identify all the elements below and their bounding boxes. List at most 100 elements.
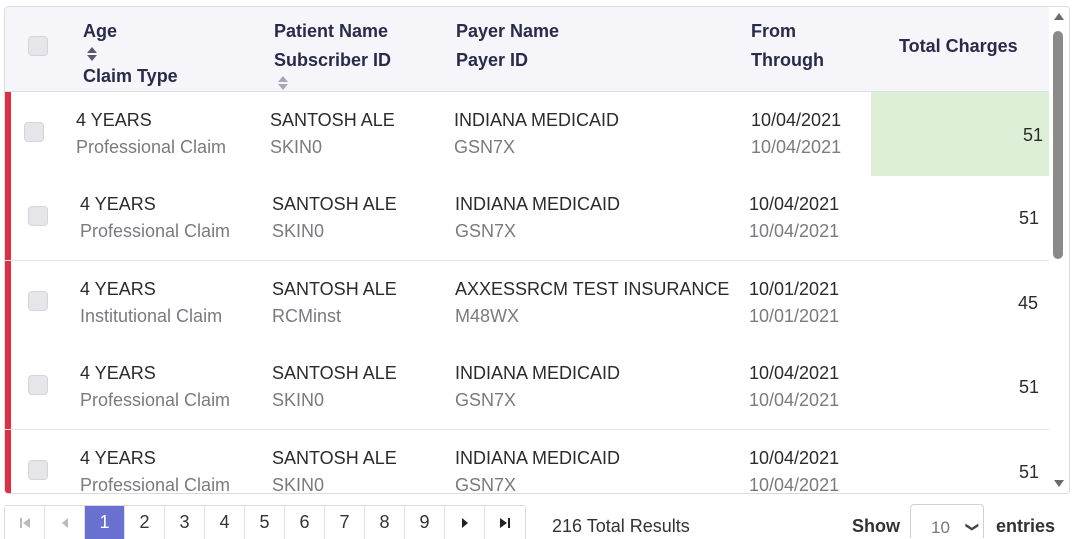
patient-name-value: SANTOSH ALE [272, 363, 397, 383]
status-flag [5, 261, 11, 345]
claim-type-value: Institutional Claim [80, 306, 223, 326]
chevron-down-icon: ❯ [965, 521, 981, 533]
patient-cell: SANTOSH ALE RCMinst [272, 276, 397, 330]
total-charges-value: 51 [1019, 377, 1040, 397]
page-button-7[interactable]: 7 [325, 506, 365, 539]
entries-select[interactable]: 10 ❯ [910, 504, 984, 538]
payer-name-value: INDIANA MEDICAID [455, 194, 621, 214]
header-claim-type: Claim Type [83, 66, 178, 86]
age-value: 4 YEARS [80, 448, 156, 468]
table-header: Age Claim Type Patient Name Subscriber I… [5, 7, 1049, 92]
subscriber-id-value: SKIN0 [272, 390, 325, 410]
payer-cell: AXXESSRCM TEST INSURANCE M48WX [455, 276, 729, 330]
through-date-value: 10/04/2021 [749, 390, 840, 410]
status-flag [5, 430, 11, 493]
sort-icon[interactable] [278, 75, 288, 91]
highlighted-charges-cell [871, 92, 1049, 176]
page-button-8[interactable]: 8 [365, 506, 405, 539]
row-checkbox[interactable] [28, 206, 48, 226]
vertical-scrollbar[interactable] [1049, 7, 1069, 493]
age-cell: 4 YEARS Professional Claim [80, 445, 231, 494]
page-button-6[interactable]: 6 [285, 506, 325, 539]
payer-id-value: GSN7X [455, 390, 517, 410]
page-button-4[interactable]: 4 [205, 506, 245, 539]
total-results: 216 Total Results [552, 516, 690, 536]
scroll-down-icon[interactable] [1054, 480, 1064, 487]
total-charges-value: 51 [1019, 208, 1040, 228]
through-date-value: 10/04/2021 [749, 221, 840, 241]
header-total-charges-label: Total Charges [899, 36, 1018, 56]
total-charges-value: 51 [1019, 462, 1040, 482]
subscriber-id-value: SKIN0 [272, 221, 325, 241]
header-age-claim-type[interactable]: Age Claim Type [83, 17, 178, 91]
header-from: From [751, 21, 796, 41]
status-flag [5, 345, 11, 429]
scroll-up-icon[interactable] [1054, 13, 1064, 20]
pagination: 1 2 3 4 5 6 7 8 9 [4, 505, 526, 539]
table-row[interactable]: 4 YEARS Professional Claim SANTOSH ALE S… [5, 176, 1049, 261]
next-page-icon[interactable] [445, 506, 485, 539]
header-patient-name: Patient Name [274, 21, 389, 41]
claim-type-value: Professional Claim [80, 475, 231, 494]
through-date-value: 10/04/2021 [749, 475, 840, 494]
last-page-icon[interactable] [485, 506, 525, 539]
dates-cell: 10/04/2021 10/04/2021 [751, 107, 841, 161]
claim-type-value: Professional Claim [76, 137, 227, 157]
row-checkbox[interactable] [28, 375, 48, 395]
patient-cell: SANTOSH ALE SKIN0 [272, 191, 397, 245]
from-date-value: 10/01/2021 [749, 279, 840, 299]
payer-name-value: INDIANA MEDICAID [455, 448, 621, 468]
age-value: 4 YEARS [80, 194, 156, 214]
show-label: Show [852, 516, 900, 536]
sort-icon[interactable] [87, 46, 97, 62]
payer-name-value: INDIANA MEDICAID [454, 110, 620, 130]
table-row[interactable]: 4 YEARS Professional Claim SANTOSH ALE S… [5, 92, 1049, 177]
payer-cell: INDIANA MEDICAID GSN7X [454, 107, 619, 161]
age-cell: 4 YEARS Professional Claim [80, 191, 230, 245]
total-charges-value: 45 [1018, 293, 1039, 313]
page-button-2[interactable]: 2 [125, 506, 165, 539]
page-button-1[interactable]: 1 [85, 506, 125, 539]
row-checkbox[interactable] [28, 291, 48, 311]
row-checkbox[interactable] [28, 460, 48, 480]
header-through: Through [751, 50, 824, 70]
prev-page-icon[interactable] [45, 506, 85, 539]
first-page-icon[interactable] [5, 506, 45, 539]
patient-name-value: SANTOSH ALE [272, 194, 397, 214]
payer-cell: INDIANA MEDICAID GSN7X [455, 445, 621, 494]
patient-name-value: SANTOSH ALE [272, 279, 397, 299]
entries-label: entries [996, 516, 1056, 536]
payer-cell: INDIANA MEDICAID GSN7X [455, 191, 620, 245]
payer-id-value: GSN7X [455, 475, 517, 494]
patient-cell: SANTOSH ALE SKIN0 [270, 107, 395, 161]
header-payer-name: Payer Name [456, 21, 560, 41]
patient-cell: SANTOSH ALE SKIN0 [272, 360, 397, 414]
header-payer-id: Payer ID [456, 50, 529, 70]
age-cell: 4 YEARS Professional Claim [76, 107, 226, 161]
claims-grid: Age Claim Type Patient Name Subscriber I… [4, 6, 1070, 494]
dates-cell: 10/04/2021 10/04/2021 [749, 191, 839, 245]
patient-name-value: SANTOSH ALE [270, 110, 395, 130]
scrollbar-thumb[interactable] [1053, 31, 1063, 259]
page-button-9[interactable]: 9 [405, 506, 445, 539]
header-payer: Payer Name Payer ID [456, 17, 559, 75]
payer-id-value: M48WX [455, 306, 520, 326]
header-age: Age [83, 21, 118, 41]
page-button-5[interactable]: 5 [245, 506, 285, 539]
payer-name-value: INDIANA MEDICAID [455, 363, 621, 383]
table-row[interactable]: 4 YEARS Institutional Claim SANTOSH ALE … [5, 261, 1049, 346]
age-value: 4 YEARS [76, 110, 152, 130]
age-cell: 4 YEARS Institutional Claim [80, 276, 222, 330]
from-date-value: 10/04/2021 [749, 194, 840, 214]
header-patient-subscriber[interactable]: Patient Name Subscriber ID [274, 17, 391, 91]
row-checkbox[interactable] [24, 122, 44, 142]
table-row[interactable]: 4 YEARS Professional Claim SANTOSH ALE S… [5, 345, 1049, 430]
through-date-value: 10/01/2021 [749, 306, 840, 326]
table-row[interactable]: 4 YEARS Professional Claim SANTOSH ALE S… [5, 430, 1049, 494]
select-all-checkbox[interactable] [28, 36, 48, 56]
status-flag [5, 176, 11, 260]
age-value: 4 YEARS [80, 363, 156, 383]
from-date-value: 10/04/2021 [751, 110, 842, 130]
patient-name-value: SANTOSH ALE [272, 448, 397, 468]
page-button-3[interactable]: 3 [165, 506, 205, 539]
